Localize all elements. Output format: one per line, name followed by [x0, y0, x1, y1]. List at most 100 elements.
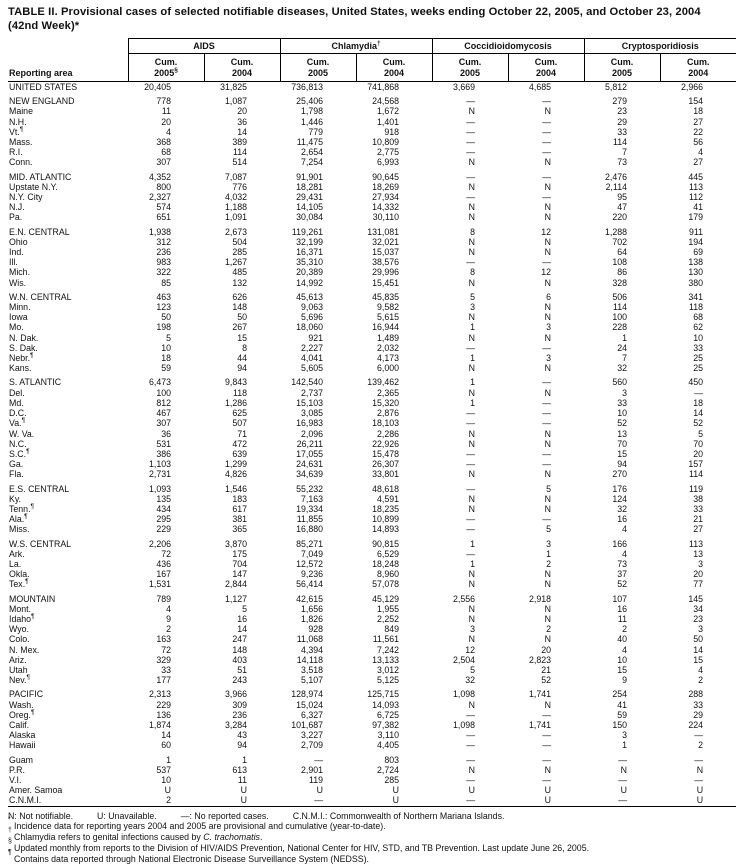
value-cell: 5 — [546, 483, 552, 494]
value-cell: 2 — [546, 624, 552, 635]
value-cell: 309 — [232, 699, 248, 710]
value-cell: 4,041 — [301, 353, 324, 364]
value-cell: 2,918 — [529, 593, 552, 604]
value-cell: 445 — [688, 171, 704, 182]
value-cell: 94 — [617, 459, 628, 470]
value-cell: 2,737 — [301, 387, 324, 398]
value-cell: 2,114 — [605, 181, 628, 192]
value-cell: 13 — [693, 548, 704, 559]
value-cell: 285 — [232, 247, 248, 258]
table-row-united-states: UNITED STATES 20,405 31,825 736,813 741,868 3… — [8, 82, 736, 93]
value-cell: 2,313 — [148, 689, 171, 700]
value-cell: 94 — [237, 363, 248, 374]
column-group-label: Coccidioidomycosis — [464, 41, 552, 51]
column-header-line1: Cum. — [382, 57, 406, 67]
value-cell: N — [544, 106, 552, 117]
value-cell: 2,032 — [377, 342, 400, 353]
value-cell: 1,091 — [225, 212, 248, 223]
footnote-legend: N: Not notifiable. U: Unavailable. —: No r… — [8, 811, 732, 822]
value-cell: 37 — [617, 569, 628, 580]
value-cell: 113 — [689, 181, 704, 192]
value-cell: U — [164, 785, 171, 796]
table-row-ohio: Ohio 312 504 32,199 32,021 N N 702 194 — [8, 237, 736, 247]
value-cell: 5 — [470, 664, 476, 675]
table-row-tex: Tex.¶ 1,531 2,844 56,414 57,078 N N 52 77 — [8, 578, 736, 590]
value-cell: 288 — [688, 689, 704, 700]
value-cell: 73 — [617, 157, 628, 168]
value-cell: 13 — [617, 428, 628, 439]
value-cell: 150 — [612, 719, 628, 730]
value-cell: 108 — [612, 257, 628, 268]
footnote-marker: ¶ — [30, 503, 35, 510]
table-row-e-s-central: E.S. CENTRAL 1,093 1,546 55,232 48,618 — 5 176 1… — [8, 484, 736, 494]
value-cell: 15 — [693, 654, 704, 665]
value-cell: 20,389 — [296, 267, 324, 278]
value-cell: N — [544, 332, 552, 343]
value-cell: — — [618, 775, 628, 785]
reporting-area-cell: Upstate N.Y. — [9, 181, 58, 192]
column-group-label: AIDS — [193, 41, 215, 51]
report-table: Reporting area AIDS Chlamydia† Coccidioido… — [8, 38, 737, 807]
value-cell: 71 — [237, 428, 248, 439]
value-cell: 14,118 — [296, 654, 324, 665]
value-cell: — — [542, 775, 552, 785]
value-cell: 3,012 — [377, 664, 400, 675]
value-cell: N — [468, 202, 476, 213]
value-cell: 472 — [232, 438, 248, 449]
value-cell: 24 — [617, 342, 628, 353]
value-cell: 514 — [232, 157, 248, 168]
value-cell: — — [466, 709, 476, 720]
value-cell: — — [466, 171, 476, 182]
value-cell: 9 — [622, 675, 628, 686]
value-cell: 18,103 — [372, 418, 400, 429]
value-cell: 1 — [242, 754, 248, 765]
reporting-area-cell: Tex.¶ — [9, 578, 29, 590]
value-cell: 18 — [693, 106, 704, 117]
value-cell: 32 — [465, 675, 476, 686]
value-cell: 176 — [612, 483, 628, 494]
table-row-n-dak: N. Dak. 5 15 921 1,489 N N 1 10 — [8, 333, 736, 343]
table-row-iowa: Iowa 50 50 5,696 5,615 N N 100 68 — [8, 312, 736, 322]
reporting-area-cell: N.Y. City — [9, 192, 43, 203]
value-cell: 60 — [161, 740, 171, 751]
value-cell: 15,451 — [372, 277, 400, 288]
value-cell: N — [544, 503, 552, 514]
reporting-area-cell: Mont. — [9, 603, 32, 614]
value-cell: 175 — [232, 548, 248, 559]
value-cell: — — [618, 795, 628, 806]
value-cell: 183 — [232, 493, 248, 504]
value-cell: 2,724 — [377, 764, 400, 775]
value-cell: — — [314, 754, 324, 765]
value-cell: 21 — [541, 664, 552, 675]
reporting-area-cell: Va.¶ — [9, 417, 26, 429]
value-cell: — — [466, 126, 476, 137]
value-cell: N — [468, 699, 476, 710]
value-cell: N — [468, 312, 476, 323]
value-cell: N — [468, 236, 476, 247]
value-cell: N — [468, 469, 476, 480]
value-cell: — — [542, 397, 552, 408]
value-cell: 167 — [156, 569, 171, 580]
value-cell: 625 — [232, 408, 248, 419]
column-header-line2: 2005 — [308, 67, 329, 78]
column-group-label: Cryptosporidiosis — [621, 41, 699, 51]
value-cell: 10 — [617, 408, 628, 419]
table-row-s-dak: S. Dak. 10 8 2,227 2,032 — — 24 33 — [8, 343, 736, 353]
table-row-w-s-central: W.S. CENTRAL 2,206 3,870 85,271 90,815 1 3 166 1… — [8, 539, 736, 549]
value-cell: 3 — [622, 730, 628, 741]
value-cell: 55,232 — [296, 483, 324, 494]
value-cell: 101,687 — [291, 719, 324, 730]
value-cell: N — [544, 277, 552, 288]
value-cell: 921 — [308, 332, 324, 343]
value-cell: 741,868 — [367, 82, 400, 92]
value-cell: — — [466, 96, 476, 107]
value-cell: 25 — [693, 353, 704, 364]
table-row-wash: Wash. 229 309 15,024 14,093 N N 41 33 — [8, 700, 736, 710]
value-cell: 1,489 — [377, 332, 400, 343]
value-cell: 2,731 — [148, 469, 171, 480]
reporting-area-cell: Wash. — [9, 699, 34, 710]
value-cell: 27 — [693, 157, 704, 168]
value-cell: 14,992 — [296, 277, 324, 288]
table-row-hawaii: Hawaii 60 94 2,709 4,405 — — 1 2 — [8, 740, 736, 750]
value-cell: 506 — [612, 291, 628, 302]
